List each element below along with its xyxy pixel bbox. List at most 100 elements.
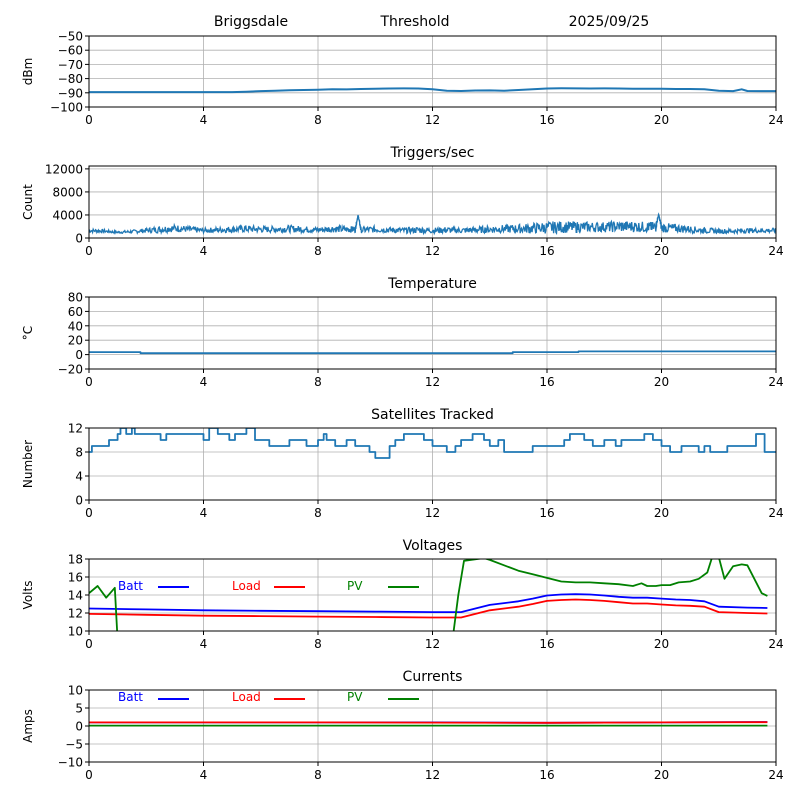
y-tick-label: 18 [68, 553, 83, 567]
series-group [89, 428, 776, 459]
series-group [89, 212, 776, 236]
y-tick-label: 12 [68, 607, 83, 621]
series-line-pv [89, 559, 768, 631]
x-tick-label: 4 [200, 375, 208, 389]
series-line-triggers [89, 212, 776, 236]
y-tick-label: 10 [68, 684, 83, 698]
y-tick-label: 0 [75, 720, 83, 734]
x-tick-label: 20 [654, 113, 669, 127]
legend-label-load: Load [232, 579, 261, 593]
x-tick-label: 16 [539, 375, 554, 389]
x-tick-label: 12 [425, 768, 440, 782]
x-tick-label: 16 [539, 637, 554, 651]
y-tick-label: −5 [65, 738, 83, 752]
axes-frame [88, 558, 777, 632]
y-tick-label: 0 [75, 232, 83, 246]
y-tick-label: −80 [58, 72, 83, 86]
y-tick-label: −10 [58, 756, 83, 770]
y-tick-label: 80 [68, 291, 83, 305]
legend-label-load: Load [232, 690, 261, 704]
x-tick-label: 8 [314, 768, 322, 782]
axes-frame [88, 689, 777, 763]
x-tick-label: 24 [768, 506, 783, 520]
chart-panel-satellites: Satellites Tracked Number 0 4 8 12 16 20 24 12 8 4 0 [21, 407, 784, 520]
x-tick-label: 20 [654, 244, 669, 258]
chart-panel-voltages: Voltages Volts 0 4 8 12 16 20 24 18 16 14 12 10 Batt Lo… [21, 538, 784, 651]
x-tick-label: 12 [425, 506, 440, 520]
y-tick-label: 12 [68, 422, 83, 436]
y-axis-label: °C [21, 326, 35, 340]
x-tick-label: 0 [85, 506, 93, 520]
mode-title: Threshold [380, 14, 450, 30]
legend-label-batt: Batt [118, 579, 143, 593]
y-tick-label: 60 [68, 305, 83, 319]
x-tick-label: 16 [539, 113, 554, 127]
series-line-load [89, 598, 768, 619]
chart-title: Currents [403, 669, 463, 685]
date-title: 2025/09/25 [569, 14, 650, 30]
series-group [89, 87, 776, 94]
y-tick-label: 14 [68, 589, 83, 603]
y-tick-label: 8 [75, 446, 83, 460]
y-tick-label: 10 [68, 625, 83, 639]
x-tick-label: 8 [314, 506, 322, 520]
legend-label-pv: PV [347, 690, 363, 704]
chart-panel-currents: Currents Amps 0 4 8 12 16 20 24 10 5 0 −5 −10 Batt Load… [21, 669, 784, 782]
y-tick-label: 40 [68, 319, 83, 333]
y-tick-label: −100 [50, 101, 83, 115]
x-tick-label: 0 [85, 113, 93, 127]
chart-title: Triggers/sec [390, 145, 475, 161]
series-line-load [89, 721, 768, 724]
x-tick-label: 16 [539, 768, 554, 782]
series-line-signal [89, 87, 776, 94]
y-tick-label: −60 [58, 44, 83, 58]
x-tick-label: 24 [768, 113, 783, 127]
x-tick-label: 0 [85, 375, 93, 389]
y-axis-label: Number [21, 440, 35, 488]
y-axis-label: Volts [21, 581, 35, 610]
axes-frame [88, 35, 777, 108]
y-tick-label: 8000 [52, 185, 83, 199]
y-tick-label: 16 [68, 571, 83, 585]
x-tick-label: 0 [85, 637, 93, 651]
x-tick-label: 4 [200, 768, 208, 782]
x-tick-label: 4 [200, 637, 208, 651]
x-tick-label: 8 [314, 113, 322, 127]
x-tick-label: 12 [425, 375, 440, 389]
x-tick-label: 8 [314, 375, 322, 389]
x-tick-label: 24 [768, 244, 783, 258]
x-tick-label: 8 [314, 244, 322, 258]
y-tick-label: 5 [75, 702, 83, 716]
x-tick-label: 24 [768, 375, 783, 389]
series-group [89, 721, 768, 727]
x-tick-label: 12 [425, 244, 440, 258]
x-tick-label: 20 [654, 506, 669, 520]
x-tick-label: 12 [425, 637, 440, 651]
y-tick-label: −20 [58, 363, 83, 377]
series-group [89, 350, 776, 355]
chart-panel-signal: dBm 0 4 8 12 16 20 24 −50−60−70−80−90−100 [21, 30, 784, 128]
y-tick-label: 0 [75, 348, 83, 362]
y-tick-label: 4000 [52, 208, 83, 222]
x-tick-label: 4 [200, 244, 208, 258]
axes-frame [88, 165, 777, 239]
legend-label-pv: PV [347, 579, 363, 593]
y-tick-label: 12000 [45, 162, 83, 176]
chart-title: Voltages [403, 538, 463, 554]
axes-frame [88, 296, 777, 370]
x-tick-label: 16 [539, 506, 554, 520]
series-line-satellites [89, 428, 776, 459]
x-tick-label: 24 [768, 768, 783, 782]
x-tick-label: 20 [654, 637, 669, 651]
series-line-batt [89, 593, 768, 613]
y-axis-label: Count [21, 184, 35, 220]
x-tick-label: 0 [85, 768, 93, 782]
axes-frame [88, 427, 777, 501]
station-title: Briggsdale [214, 14, 288, 30]
y-tick-label: −90 [58, 86, 83, 100]
y-tick-label: 4 [75, 470, 83, 484]
y-tick-label: −70 [58, 58, 83, 72]
x-tick-label: 8 [314, 637, 322, 651]
